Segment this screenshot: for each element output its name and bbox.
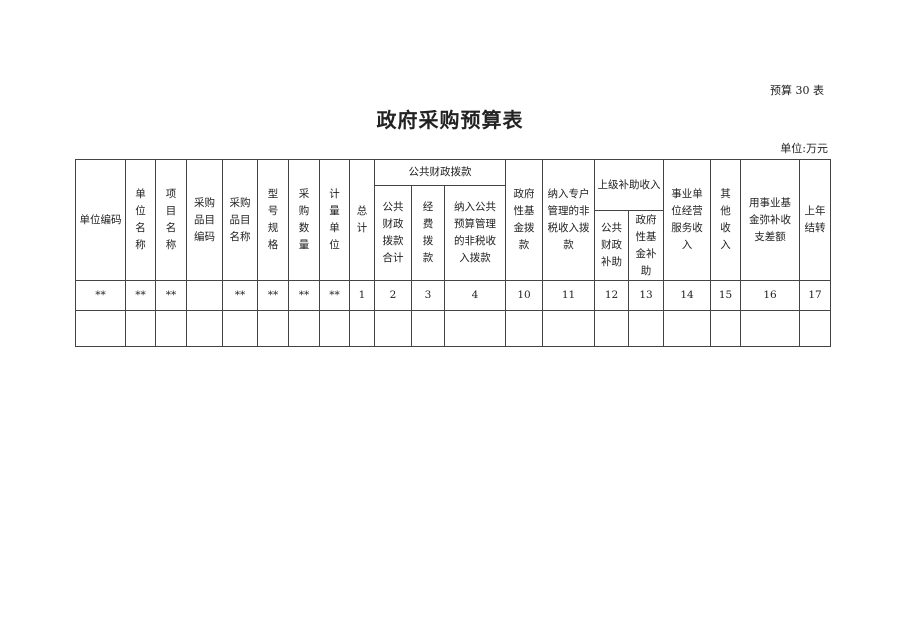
table-cell: [125, 310, 156, 347]
table-cell: **: [125, 280, 156, 311]
column-header: 政府 性基 金拨 款: [505, 159, 544, 281]
table-cell: [411, 310, 445, 347]
table-row: [75, 310, 832, 347]
column-header: 采 购 数 量: [288, 159, 320, 281]
group-header-superior-subsidy: 上级补助收入: [594, 159, 665, 211]
table-cell: [155, 310, 187, 347]
table-cell: 12: [594, 280, 630, 311]
table-cell: 4: [443, 280, 507, 311]
table-cell: [222, 310, 258, 347]
table-cell: 10: [505, 280, 544, 311]
table-cell: 3: [411, 280, 445, 311]
table-cell: [799, 310, 832, 347]
table-cell: **: [155, 280, 187, 311]
table-cell: **: [288, 280, 320, 311]
column-header: 上年 结转: [799, 159, 832, 281]
group-header-public-finance: 公共财政拨款: [373, 159, 507, 186]
table-cell: [319, 310, 350, 347]
column-header: 单 位 名 称: [125, 159, 156, 281]
column-header: 政府 性基 金补 助: [628, 210, 665, 281]
table-cell: [374, 310, 412, 347]
column-header: 用事业基 金弥补收 支差额: [740, 159, 801, 281]
table-cell: [443, 310, 507, 347]
table-cell: **: [319, 280, 350, 311]
table-cell: 16: [740, 280, 801, 311]
table-cell: [186, 280, 223, 311]
column-header: 采购 品目 编码: [186, 159, 223, 281]
form-number: 预算 30 表: [770, 84, 824, 97]
table-cell: [594, 310, 630, 347]
table-cell: 11: [542, 280, 596, 311]
column-header: 总 计: [349, 159, 375, 281]
table-cell: 15: [710, 280, 742, 311]
column-header: 纳入公共 预算管理 的非税收 入拨款: [443, 185, 507, 281]
page-title: 政府采购预算表: [376, 108, 524, 132]
table-row: ** ** ** ** ** ** ** 1 2 3 4 10 11 12 13 14 15 16 17: [75, 280, 832, 311]
table-cell: [628, 310, 665, 347]
table-cell: 14: [663, 280, 712, 311]
table-cell: [288, 310, 320, 347]
column-header: 项 目 名 称: [155, 159, 187, 281]
table-cell: [257, 310, 289, 347]
table-cell: **: [75, 280, 126, 311]
column-header: 计 量 单 位: [319, 159, 350, 281]
column-header: 纳入专户 管理的非 税收入拨 款: [542, 159, 596, 281]
table-cell: 2: [374, 280, 412, 311]
table-cell: 13: [628, 280, 665, 311]
column-header: 其 他 收 入: [710, 159, 742, 281]
column-header: 采购 品目 名称: [222, 159, 258, 281]
procurement-budget-table: 单位编码单 位 名 称项 目 名 称采购 品目 编码 采购 品目 名称型 号 规 …: [75, 159, 832, 347]
table-cell: [75, 310, 126, 347]
table-cell: **: [257, 280, 289, 311]
table-cell: 17: [799, 280, 832, 311]
table-cell: **: [222, 280, 258, 311]
table-cell: 1: [349, 280, 375, 311]
column-header: 经 费 拨 款: [411, 185, 445, 281]
column-header: 公共 财政 补助: [594, 210, 630, 281]
column-header: 公共 财政 拨款 合计: [374, 185, 412, 281]
table-cell: [710, 310, 742, 347]
unit-label: 单位:万元: [780, 142, 828, 155]
table-cell: [663, 310, 712, 347]
column-header: 单位编码: [75, 159, 126, 281]
table-cell: [186, 310, 223, 347]
table-cell: [740, 310, 801, 347]
column-header: 事业单 位经营 服务收 入: [663, 159, 712, 281]
table-cell: [505, 310, 544, 347]
table-cell: [542, 310, 596, 347]
column-header: 型 号 规 格: [257, 159, 289, 281]
table-cell: [349, 310, 375, 347]
